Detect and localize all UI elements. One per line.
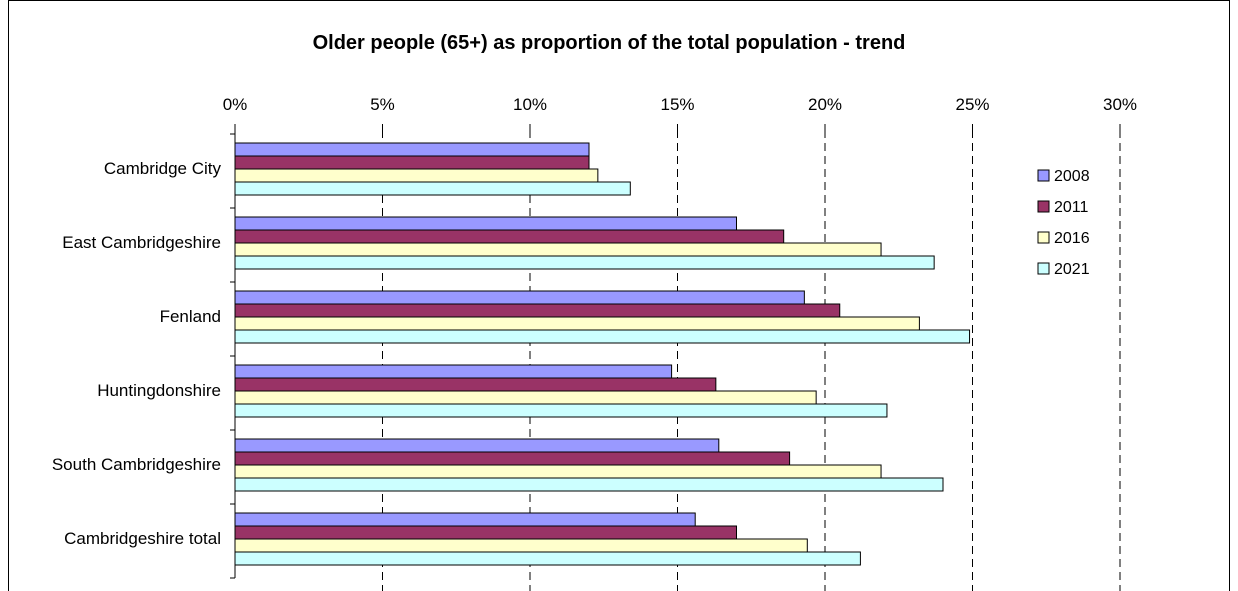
category-labels: Cambridge City East Cambridgeshire Fenland…	[52, 159, 222, 548]
bar-huntingdonshire-2021	[234, 403, 888, 418]
x-tick-label-10: 10%	[513, 95, 547, 114]
x-tick-label-30: 30%	[1103, 95, 1137, 114]
y-axis	[230, 130, 236, 579]
legend-swatch-2021	[1037, 262, 1050, 275]
bar-fenland-2016	[234, 316, 920, 331]
bar-cambridge-city-2008	[234, 142, 590, 157]
category-label-east-cambridgeshire: East Cambridgeshire	[62, 233, 221, 252]
legend-label-2011: 2011	[1054, 199, 1089, 216]
legend: 2008 2011 2016 2021	[1037, 168, 1090, 278]
bar-cambridge-city-2016	[234, 168, 599, 183]
bar-cambridgeshire-total-2021	[234, 551, 861, 566]
bar-cambridgeshire-total-2008	[234, 512, 696, 527]
bar-south-cambridgeshire-2016	[234, 464, 882, 479]
bar-cambridgeshire-total-2011	[234, 525, 737, 540]
bar-east-cambridgeshire-2016	[234, 242, 882, 257]
bar-fenland-2011	[234, 303, 841, 318]
bar-south-cambridgeshire-2008	[234, 438, 720, 453]
legend-label-2016: 2016	[1054, 230, 1090, 247]
bar-east-cambridgeshire-2011	[234, 229, 785, 244]
x-axis-ticks: 0% 5% 10% 15% 20% 25% 30%	[223, 95, 1137, 130]
bar-huntingdonshire-2011	[234, 377, 717, 392]
category-label-cambridge-city: Cambridge City	[104, 159, 222, 178]
legend-label-2008: 2008	[1054, 168, 1090, 185]
legend-swatch-2008	[1037, 169, 1050, 182]
x-tick-label-25: 25%	[955, 95, 989, 114]
bar-cambridgeshire-total-2016	[234, 538, 808, 553]
legend-swatch-2011	[1037, 200, 1050, 213]
bar-south-cambridgeshire-2011	[234, 451, 791, 466]
category-label-south-cambridgeshire: South Cambridgeshire	[52, 455, 221, 474]
bar-cambridge-city-2011	[234, 155, 590, 170]
x-tick-label-5: 5%	[370, 95, 395, 114]
bar-east-cambridgeshire-2008	[234, 216, 737, 231]
bar-huntingdonshire-2008	[234, 364, 673, 379]
category-label-huntingdonshire: Huntingdonshire	[97, 381, 221, 400]
chart-title: Older people (65+) as proportion of the …	[313, 32, 906, 54]
bar-huntingdonshire-2016	[234, 390, 817, 405]
bar-fenland-2008	[234, 290, 805, 305]
bar-cambridge-city-2021	[234, 181, 631, 196]
legend-swatch-2016	[1037, 231, 1050, 244]
category-label-cambridgeshire-total: Cambridgeshire total	[64, 529, 221, 548]
bar-east-cambridgeshire-2021	[234, 255, 935, 270]
legend-label-2021: 2021	[1054, 261, 1090, 278]
x-tick-label-20: 20%	[808, 95, 842, 114]
x-tick-label-15: 15%	[660, 95, 694, 114]
x-tick-label-0: 0%	[223, 95, 248, 114]
bar-south-cambridgeshire-2021	[234, 477, 944, 492]
bar-fenland-2021	[234, 329, 971, 344]
category-label-fenland: Fenland	[160, 307, 221, 326]
